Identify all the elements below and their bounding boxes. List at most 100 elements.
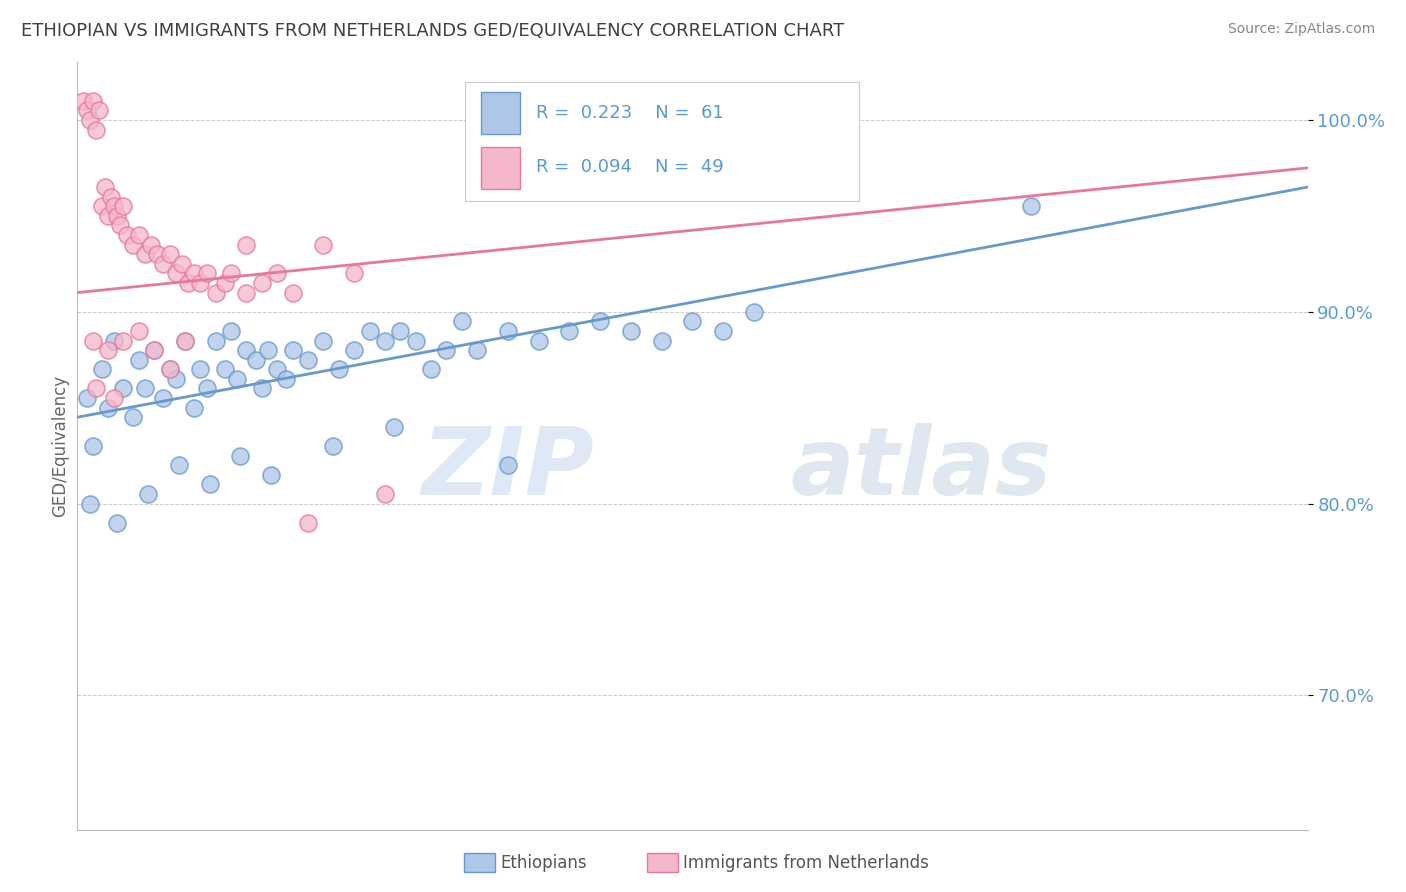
Point — [558, 324, 581, 338]
Point — [170, 257, 193, 271]
Point — [103, 199, 125, 213]
Point — [188, 362, 212, 376]
Point — [100, 189, 122, 203]
Point — [159, 247, 181, 261]
Point — [527, 334, 550, 348]
Point — [620, 324, 643, 338]
Point — [84, 122, 107, 136]
Point — [136, 487, 159, 501]
Point — [188, 276, 212, 290]
Point — [165, 372, 187, 386]
Point — [711, 324, 734, 338]
Point — [374, 487, 396, 501]
Point — [76, 391, 98, 405]
Text: Source: ZipAtlas.com: Source: ZipAtlas.com — [1227, 22, 1375, 37]
Point — [115, 227, 138, 242]
Point — [97, 209, 120, 223]
Point — [226, 372, 249, 386]
Point — [105, 209, 128, 223]
Point — [112, 334, 135, 348]
Point — [174, 334, 197, 348]
Point — [141, 237, 163, 252]
Text: atlas: atlas — [792, 423, 1052, 515]
Point — [374, 334, 396, 348]
Point — [229, 449, 252, 463]
Point — [177, 276, 200, 290]
Point — [250, 276, 273, 290]
Point — [260, 467, 283, 482]
Point — [235, 237, 257, 252]
Point — [276, 372, 298, 386]
Point — [128, 324, 150, 338]
Point — [87, 103, 110, 118]
Point — [297, 516, 319, 530]
Point — [214, 362, 236, 376]
Point — [312, 237, 335, 252]
Point — [146, 247, 169, 261]
Text: ZIP: ZIP — [422, 423, 595, 515]
Point — [174, 334, 197, 348]
Point — [297, 352, 319, 367]
Point — [651, 334, 673, 348]
Text: Immigrants from Netherlands: Immigrants from Netherlands — [683, 854, 929, 871]
Point — [97, 343, 120, 357]
Point — [143, 343, 166, 357]
Point — [134, 247, 156, 261]
Point — [97, 401, 120, 415]
Point — [134, 381, 156, 395]
Text: ETHIOPIAN VS IMMIGRANTS FROM NETHERLANDS GED/EQUIVALENCY CORRELATION CHART: ETHIOPIAN VS IMMIGRANTS FROM NETHERLANDS… — [21, 22, 845, 40]
Point — [152, 391, 174, 405]
Point — [112, 381, 135, 395]
Point — [128, 227, 150, 242]
Point — [204, 334, 226, 348]
Point — [436, 343, 458, 357]
Point — [281, 285, 304, 300]
Point — [165, 266, 187, 280]
Point — [128, 352, 150, 367]
Point — [219, 324, 242, 338]
Point — [82, 334, 104, 348]
Point — [143, 343, 166, 357]
Point — [195, 381, 218, 395]
Point — [235, 285, 257, 300]
Point — [76, 103, 98, 118]
Point — [219, 266, 242, 280]
Point — [82, 94, 104, 108]
Point — [450, 314, 472, 328]
Point — [152, 257, 174, 271]
Point — [214, 276, 236, 290]
Point — [198, 477, 221, 491]
Point — [79, 112, 101, 127]
Y-axis label: GED/Equivalency: GED/Equivalency — [51, 375, 69, 517]
Point — [312, 334, 335, 348]
Point — [496, 458, 519, 472]
Point — [742, 304, 765, 318]
Point — [235, 343, 257, 357]
Point — [121, 237, 143, 252]
Point — [84, 381, 107, 395]
Point — [328, 362, 350, 376]
Point — [322, 439, 344, 453]
Point — [382, 419, 405, 434]
Point — [183, 401, 205, 415]
Point — [281, 343, 304, 357]
Point — [343, 343, 366, 357]
Point — [204, 285, 226, 300]
Point — [82, 439, 104, 453]
Point — [465, 343, 488, 357]
Point — [121, 410, 143, 425]
Point — [159, 362, 181, 376]
Text: Ethiopians: Ethiopians — [501, 854, 588, 871]
Point — [835, 122, 858, 136]
Point — [159, 362, 181, 376]
Point — [105, 516, 128, 530]
Point — [343, 266, 366, 280]
Point — [103, 391, 125, 405]
Point — [103, 334, 125, 348]
Point — [257, 343, 280, 357]
Point — [589, 314, 612, 328]
Point — [110, 219, 132, 233]
Point — [420, 362, 443, 376]
Point — [94, 180, 117, 194]
Point — [183, 266, 205, 280]
